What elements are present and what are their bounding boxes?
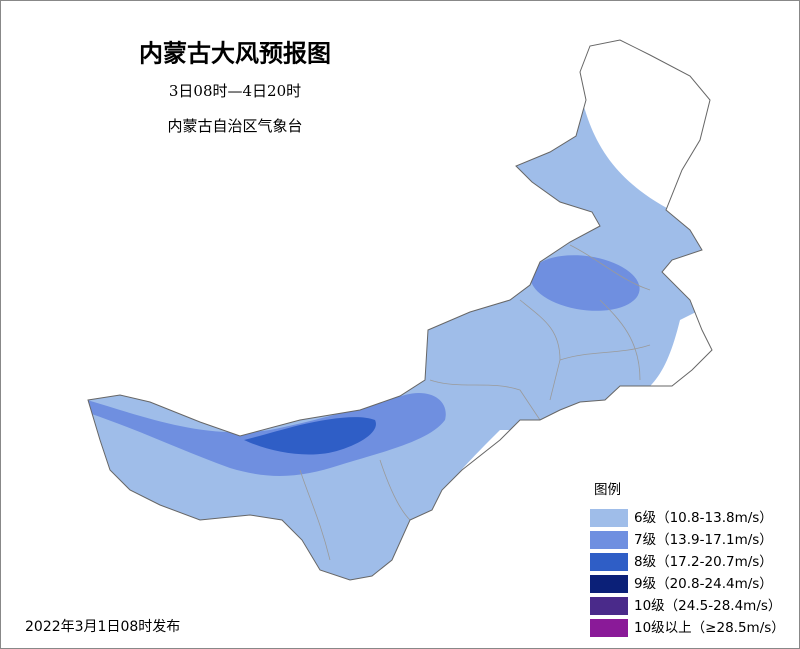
legend-swatch xyxy=(590,553,628,571)
legend-label: 7级（13.9-17.1m/s） xyxy=(634,532,773,548)
zone-below-6 xyxy=(560,40,712,215)
legend-label: 10级（24.5-28.4m/s） xyxy=(634,598,781,614)
zone-level-7 xyxy=(530,255,640,311)
legend-swatch xyxy=(590,575,628,593)
legend-label: 9级（20.8-24.4m/s） xyxy=(634,576,773,592)
legend-title: 图例 xyxy=(594,482,621,498)
legend-label: 10级以上（≥28.5m/s） xyxy=(634,620,785,636)
legend-swatch xyxy=(590,597,628,615)
zone-level-8 xyxy=(244,417,376,455)
legend-label: 6级（10.8-13.8m/s） xyxy=(634,510,773,526)
period: 3日08时—4日20时 xyxy=(169,82,301,100)
legend-label: 8级（17.2-20.7m/s） xyxy=(634,554,773,570)
issuer: 内蒙古自治区气象台 xyxy=(167,117,302,135)
issue-time: 2022年3月1日08时发布 xyxy=(25,619,180,635)
legend-swatch xyxy=(590,509,628,527)
legend: 图例 6级（10.8-13.8m/s） 7级（13.9-17.1m/s） 8级（17… xyxy=(590,482,785,637)
legend-swatch xyxy=(590,531,628,549)
map-title: 内蒙古大风预报图 xyxy=(139,39,331,68)
zone-level-7 xyxy=(88,393,446,476)
legend-swatch xyxy=(590,619,628,637)
district-borders xyxy=(299,244,651,561)
